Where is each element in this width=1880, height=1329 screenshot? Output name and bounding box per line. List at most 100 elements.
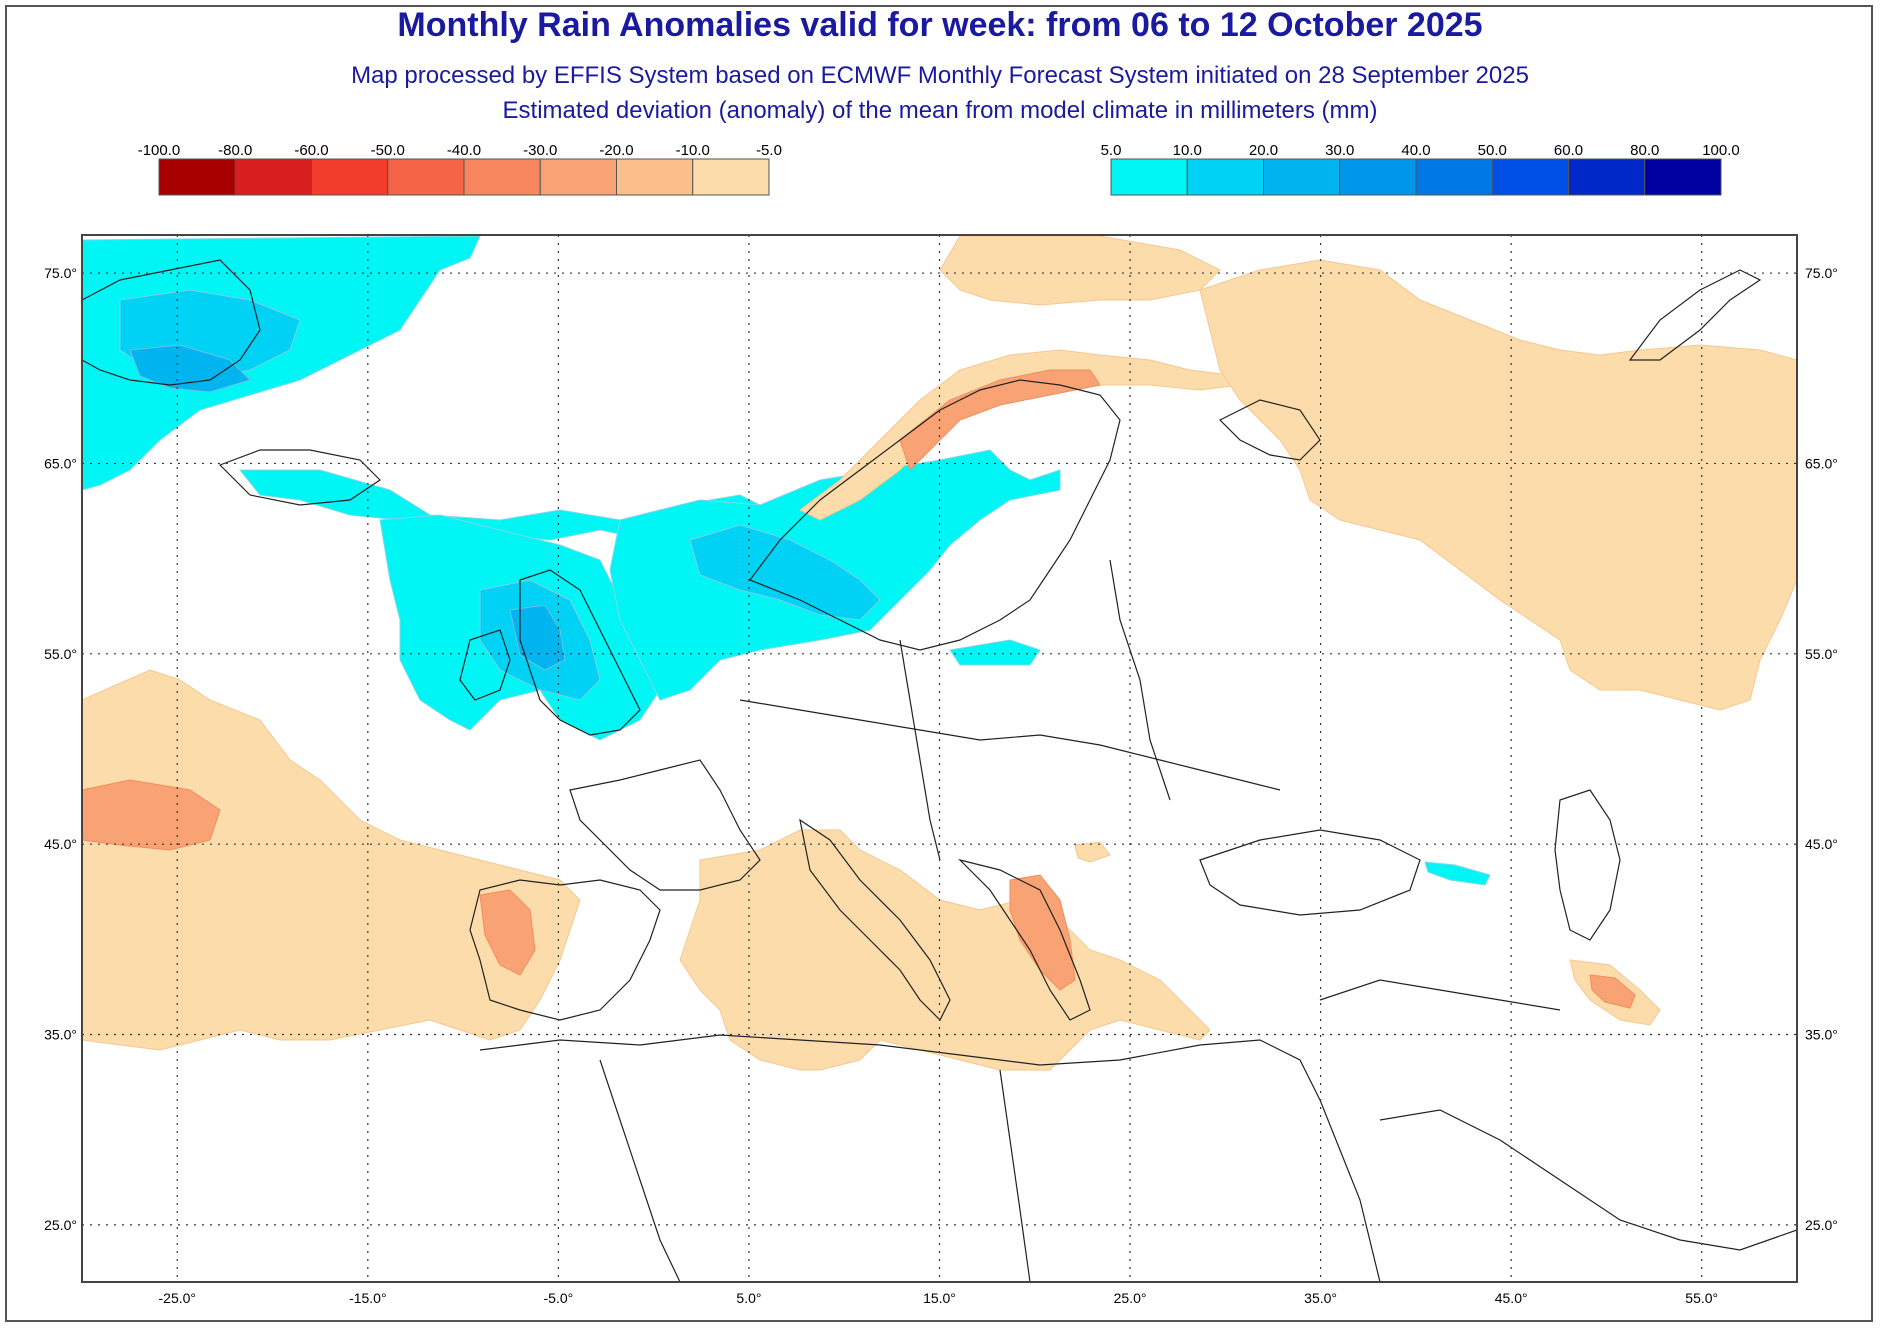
lat-label-left-4: 35.0° xyxy=(44,1027,77,1043)
latitude-labels-right: 75.0° 65.0° 55.0° 45.0° 35.0° 25.0° xyxy=(1805,265,1838,1233)
legend-positive-label-0: 5.0 xyxy=(1101,142,1122,159)
lon-label-bottom-6: 35.0° xyxy=(1304,1290,1337,1306)
dry-area-iran-core xyxy=(1589,974,1636,1009)
lat-label-right-5: 25.0° xyxy=(1805,1217,1838,1233)
dry-area-atlantic-iberia xyxy=(82,669,581,1051)
legend-positive-label-3: 30.0 xyxy=(1325,142,1354,159)
dry-area-svalbard-region xyxy=(939,235,1221,306)
coastline-north-africa xyxy=(479,1034,1381,1282)
legend-negative-label-2: -60.0 xyxy=(294,142,328,159)
legend-negative-swatch-4 xyxy=(463,158,541,196)
coastline-ireland xyxy=(459,629,511,701)
lat-label-left-0: 75.0° xyxy=(44,265,77,281)
lat-label-left-5: 25.0° xyxy=(44,1217,77,1233)
legend-negative-label-7: -10.0 xyxy=(676,142,710,159)
dry-area-russia xyxy=(1199,259,1797,711)
lat-label-left-3: 45.0° xyxy=(44,836,77,852)
coastline-great-britain xyxy=(519,569,641,736)
legend-positive-swatch-3 xyxy=(1339,158,1417,196)
dry-area-adriatic-small xyxy=(1074,841,1111,863)
dry-area-balkans-core xyxy=(1009,874,1076,991)
color-legends: -100.0 -80.0 -60.0 -50.0 -40.0 -30.0 -20.0 -10.… xyxy=(138,142,1740,196)
legend-negative-label-3: -50.0 xyxy=(371,142,405,159)
legend-negative-label-4: -40.0 xyxy=(447,142,481,159)
dry-area-atlantic-core xyxy=(82,779,221,851)
legend-negative-label-6: -20.0 xyxy=(599,142,633,159)
wet-area-north-atlantic-inner xyxy=(129,344,251,393)
legend-negative-swatch-2 xyxy=(311,158,389,196)
legend-negative-label-0: -100.0 xyxy=(138,142,181,159)
wet-area-baltic xyxy=(949,639,1041,666)
map-title: Monthly Rain Anomalies valid for week: f… xyxy=(397,6,1483,44)
legend-positive-swatch-6 xyxy=(1568,158,1646,196)
lon-label-bottom-0: -25.0° xyxy=(159,1290,197,1306)
coastline-iceland xyxy=(218,449,381,506)
border-line-europe-3 xyxy=(1109,559,1171,801)
lat-label-right-1: 65.0° xyxy=(1805,455,1838,471)
legend-negative-anomaly: -100.0 -80.0 -60.0 -50.0 -40.0 -30.0 -20.0 -10.… xyxy=(138,142,782,196)
legend-negative-swatch-5 xyxy=(539,158,617,196)
border-line-africa-1 xyxy=(599,1059,681,1282)
coastline-novaya-zemlya xyxy=(1628,269,1762,361)
latitude-labels-left: 75.0° 65.0° 55.0° 45.0° 35.0° 25.0° xyxy=(44,265,77,1233)
border-line-europe-2 xyxy=(899,639,941,861)
legend-positive-swatch-1 xyxy=(1186,158,1264,196)
coastline-white-sea xyxy=(1218,399,1321,461)
lat-label-right-2: 55.0° xyxy=(1805,646,1838,662)
coastline-caspian-sea xyxy=(1554,789,1621,941)
lat-label-right-4: 35.0° xyxy=(1805,1027,1838,1043)
legend-negative-swatch-3 xyxy=(387,158,465,196)
legend-positive-swatch-7 xyxy=(1644,158,1722,196)
lon-label-bottom-2: -5.0° xyxy=(544,1290,574,1306)
legend-positive-label-4: 40.0 xyxy=(1401,142,1430,159)
lon-label-bottom-5: 25.0° xyxy=(1114,1290,1147,1306)
longitude-labels-bottom: -25.0° -15.0° -5.0° 5.0° 15.0° 25.0° 35.0° 45.0… xyxy=(159,1290,1719,1306)
map-gridlines xyxy=(82,235,1797,1282)
coastline-greenland xyxy=(82,259,261,386)
dry-area-portugal-core xyxy=(479,889,536,976)
legend-negative-swatch-6 xyxy=(616,158,694,196)
legend-positive-swatch-0 xyxy=(1110,158,1188,196)
coastline-arabia xyxy=(1379,1109,1797,1251)
coastline-scandinavia xyxy=(749,379,1121,651)
legend-positive-label-5: 50.0 xyxy=(1478,142,1507,159)
coastlines-and-borders xyxy=(82,259,1797,1282)
legend-positive-label-7: 80.0 xyxy=(1630,142,1659,159)
map-border xyxy=(81,234,1798,1283)
legend-positive-label-1: 10.0 xyxy=(1173,142,1202,159)
legend-positive-label-6: 60.0 xyxy=(1554,142,1583,159)
lon-label-bottom-7: 45.0° xyxy=(1495,1290,1528,1306)
coastline-france xyxy=(569,759,761,891)
lat-label-left-1: 65.0° xyxy=(44,455,77,471)
legend-negative-label-8: -5.0 xyxy=(756,142,782,159)
border-line-middle-east xyxy=(1319,979,1561,1011)
legend-positive-swatch-4 xyxy=(1415,158,1493,196)
dry-anomaly-shading xyxy=(82,235,1797,1071)
legend-positive-label-2: 20.0 xyxy=(1249,142,1278,159)
image-frame xyxy=(5,5,1873,1322)
lat-label-left-2: 55.0° xyxy=(44,646,77,662)
lat-label-right-3: 45.0° xyxy=(1805,836,1838,852)
legend-negative-label-1: -80.0 xyxy=(218,142,252,159)
map-subtitle-description: Estimated deviation (anomaly) of the mea… xyxy=(502,97,1378,124)
wet-area-caspian-small xyxy=(1424,861,1491,886)
coastline-balkans-greece xyxy=(958,858,1091,1021)
map-subtitle-source: Map processed by EFFIS System based on E… xyxy=(351,62,1529,89)
lat-label-right-0: 75.0° xyxy=(1805,265,1838,281)
legend-positive-swatch-5 xyxy=(1491,158,1569,196)
coastline-black-sea xyxy=(1199,829,1421,916)
legend-negative-swatch-7 xyxy=(692,158,770,196)
lon-label-bottom-4: 15.0° xyxy=(923,1290,956,1306)
coastline-iberia xyxy=(469,879,661,1021)
legend-positive-label-8: 100.0 xyxy=(1702,142,1740,159)
dry-area-scandinavia-core xyxy=(899,369,1101,471)
legend-negative-label-5: -30.0 xyxy=(523,142,557,159)
lon-label-bottom-3: 5.0° xyxy=(736,1290,761,1306)
lon-label-bottom-8: 55.0° xyxy=(1685,1290,1718,1306)
lon-label-bottom-1: -15.0° xyxy=(349,1290,387,1306)
legend-positive-swatch-2 xyxy=(1263,158,1341,196)
border-line-europe-1 xyxy=(739,699,1281,791)
legend-positive-anomaly: 5.0 10.0 20.0 30.0 40.0 50.0 60.0 80.0 100.0 xyxy=(1101,142,1740,196)
border-line-africa-2 xyxy=(999,1069,1031,1282)
